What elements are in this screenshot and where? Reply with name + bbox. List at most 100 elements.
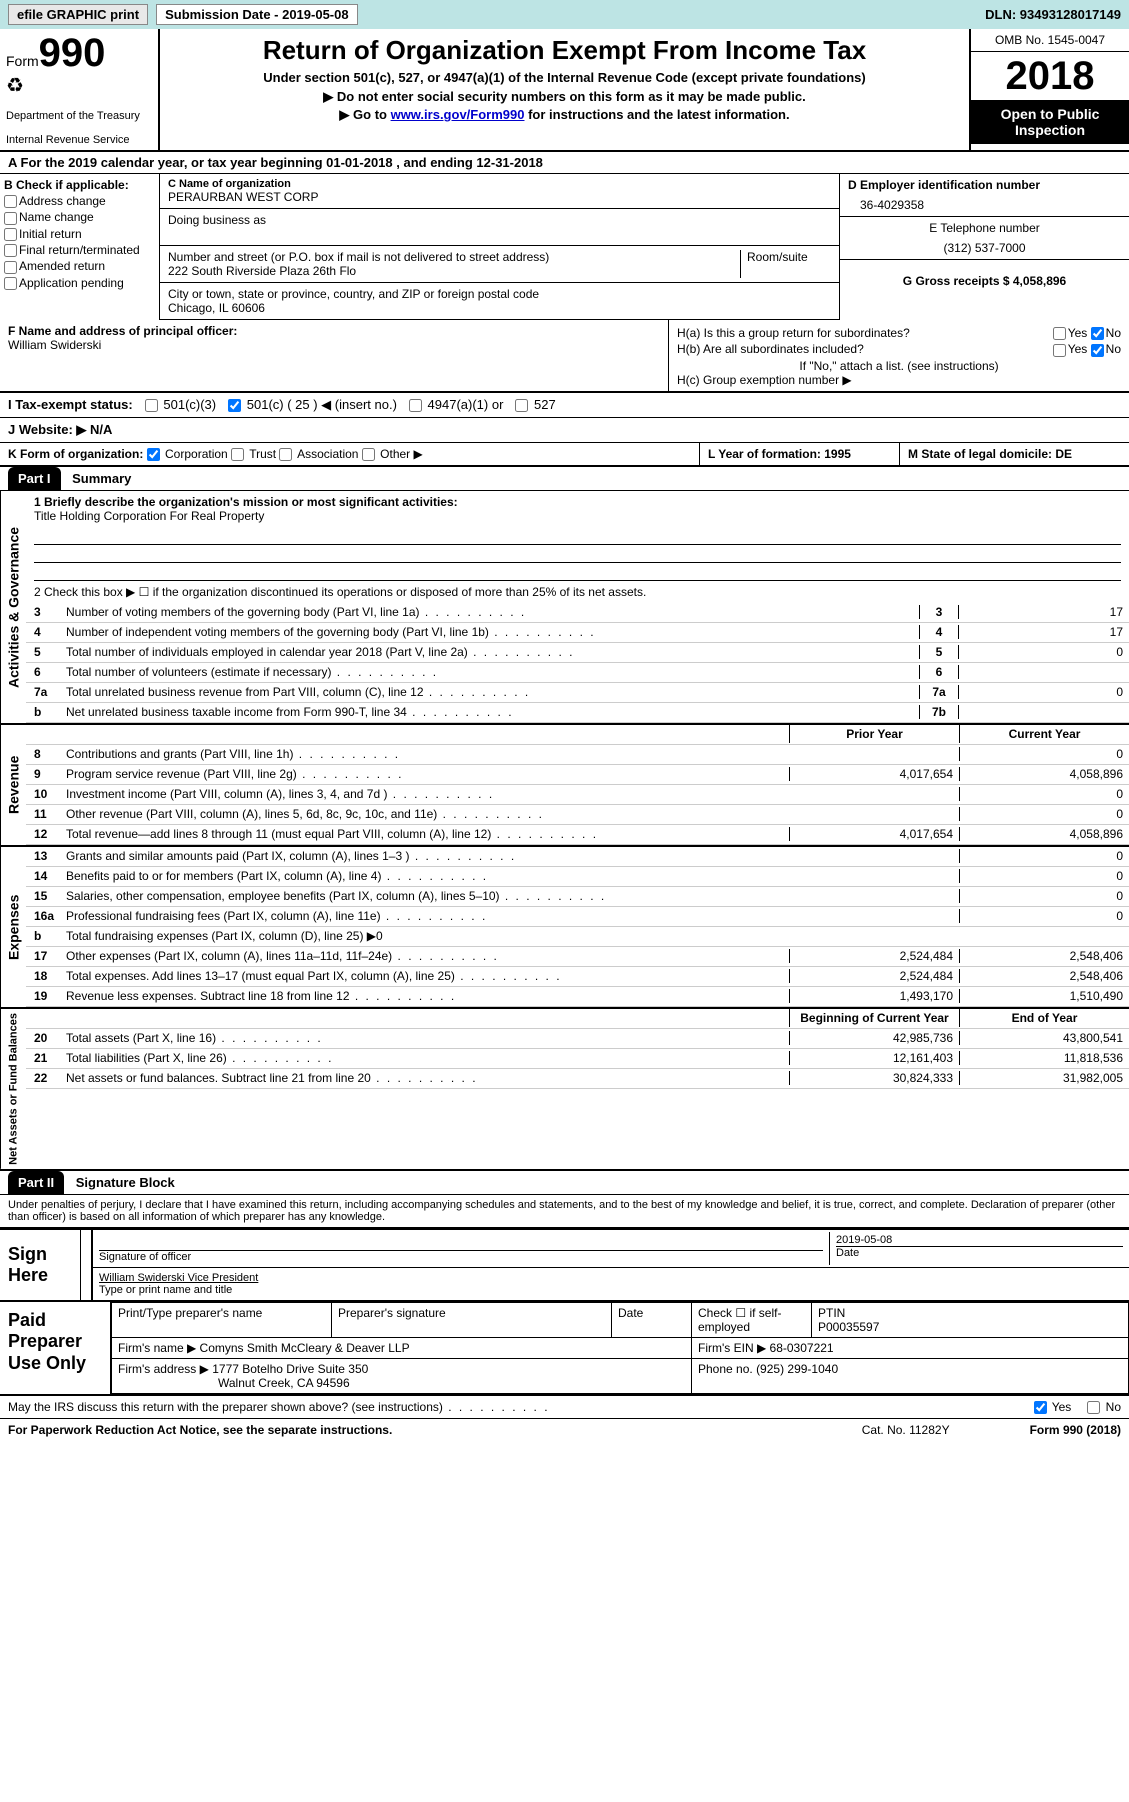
firm-ein-cell: Firm's EIN ▶ 68-0307221: [692, 1337, 1129, 1358]
chk-4947[interactable]: [409, 399, 422, 412]
discuss-no[interactable]: [1087, 1401, 1100, 1414]
discuss-text: May the IRS discuss this return with the…: [8, 1400, 443, 1414]
form-left: Form990 ♻ Department of the Treasury Int…: [0, 29, 160, 150]
k-form-org: K Form of organization: Corporation Trus…: [0, 443, 699, 465]
firm-name-cell: Firm's name ▶ Comyns Smith McCleary & De…: [112, 1337, 692, 1358]
chk-final-return[interactable]: Final return/terminated: [4, 243, 155, 257]
section-a-taxyear: A For the 2019 calendar year, or tax yea…: [0, 152, 1129, 174]
f-label: F Name and address of principal officer:: [8, 324, 660, 338]
mission-block: 1 Briefly describe the organization's mi…: [26, 491, 1129, 527]
firm-addr-cell: Firm's address ▶ 1777 Botelho Drive Suit…: [112, 1358, 692, 1393]
chk-corp[interactable]: [147, 448, 160, 461]
vert-expenses: Expenses: [0, 847, 26, 1007]
l-year-formation: L Year of formation: 1995: [699, 443, 899, 465]
city-value: Chicago, IL 60606: [168, 301, 831, 315]
tax-year: 2018: [971, 52, 1129, 100]
k-row: K Form of organization: Corporation Trus…: [0, 443, 1129, 467]
vert-netassets: Net Assets or Fund Balances: [0, 1009, 26, 1169]
preparer-label: PaidPreparerUse Only: [0, 1302, 110, 1394]
part1-title: Summary: [64, 471, 131, 486]
col-b-check: B Check if applicable: Address change Na…: [0, 174, 160, 320]
summary-line: 9Program service revenue (Part VIII, lin…: [26, 765, 1129, 785]
tax-status-row: I Tax-exempt status: 501(c)(3) 501(c) ( …: [0, 392, 1129, 418]
firm-phone-cell: Phone no. (925) 299-1040: [692, 1358, 1129, 1393]
chk-amended-return[interactable]: Amended return: [4, 259, 155, 273]
sig-name-cell: William Swiderski Vice President Type or…: [93, 1270, 1129, 1298]
form-number: 990: [39, 31, 106, 75]
sig-date-value: 2019-05-08: [836, 1234, 1123, 1246]
chk-other[interactable]: [362, 448, 375, 461]
phone-cell: E Telephone number (312) 537-7000: [840, 217, 1129, 260]
sig-name-value: William Swiderski Vice President: [99, 1272, 1123, 1284]
hc-line: H(c) Group exemption number ▶: [677, 373, 1121, 387]
ha-no-chk[interactable]: [1091, 327, 1104, 340]
gov-line: bNet unrelated business taxable income f…: [26, 703, 1129, 723]
part2-header: Part II Signature Block: [0, 1171, 1129, 1195]
goto-pre: ▶ Go to: [339, 107, 390, 122]
summary-line: 11Other revenue (Part VIII, column (A), …: [26, 805, 1129, 825]
sig-date-label: Date: [836, 1246, 1123, 1259]
prior-year-header: Prior Year: [789, 725, 959, 743]
chk-501c3[interactable]: [145, 399, 158, 412]
efile-print-button[interactable]: efile GRAPHIC print: [8, 4, 148, 25]
mission-text: Title Holding Corporation For Real Prope…: [34, 509, 1121, 523]
sig-officer-label: Signature of officer: [99, 1250, 823, 1263]
goto-post: for instructions and the latest informat…: [524, 107, 789, 122]
principal-officer: F Name and address of principal officer:…: [0, 320, 669, 391]
chk-trust[interactable]: [231, 448, 244, 461]
chk-application-pending[interactable]: Application pending: [4, 276, 155, 290]
begin-year-header: Beginning of Current Year: [789, 1009, 959, 1027]
phone-label: E Telephone number: [848, 221, 1121, 235]
website-value: N/A: [86, 422, 112, 437]
section-bcd-row: B Check if applicable: Address change Na…: [0, 174, 1129, 320]
summary-line: 12Total revenue—add lines 8 through 11 (…: [26, 825, 1129, 845]
website-label: J Website: ▶: [8, 422, 86, 437]
chk-527[interactable]: [515, 399, 528, 412]
form-label: Form: [6, 53, 39, 69]
gov-line: 6Total number of volunteers (estimate if…: [26, 663, 1129, 683]
website-row: J Website: ▶ N/A: [0, 418, 1129, 443]
chk-501c[interactable]: [228, 399, 241, 412]
f-ha-row: F Name and address of principal officer:…: [0, 320, 1129, 392]
preparer-block: PaidPreparerUse Only Print/Type preparer…: [0, 1302, 1129, 1396]
ha-label: H(a) Is this a group return for subordin…: [677, 326, 910, 340]
revenue-section: Revenue Prior Year Current Year 8Contrib…: [0, 725, 1129, 847]
prep-date: Date: [612, 1302, 692, 1337]
vert-revenue: Revenue: [0, 725, 26, 845]
chk-address-change[interactable]: Address change: [4, 194, 155, 208]
recycle-icon: ♻: [6, 73, 152, 98]
ha-yes-chk[interactable]: [1053, 327, 1066, 340]
summary-line: 18Total expenses. Add lines 13–17 (must …: [26, 967, 1129, 987]
prep-selfemp: Check ☐ if self-employed: [692, 1302, 812, 1337]
net-header: Beginning of Current Year End of Year: [26, 1009, 1129, 1029]
sig-name-label: Type or print name and title: [99, 1284, 1123, 1296]
dba-cell: Doing business as: [160, 209, 839, 246]
part2-title: Signature Block: [68, 1175, 175, 1190]
summary-line: 16aProfessional fundraising fees (Part I…: [26, 907, 1129, 927]
summary-line: 19Revenue less expenses. Subtract line 1…: [26, 987, 1129, 1007]
room-suite: Room/suite: [741, 250, 831, 278]
hb-yes-chk[interactable]: [1053, 344, 1066, 357]
governance-section: Activities & Governance 1 Briefly descri…: [0, 491, 1129, 725]
dba-label: Doing business as: [168, 213, 831, 227]
discuss-yes[interactable]: [1034, 1401, 1047, 1414]
h-section: H(a) Is this a group return for subordin…: [669, 320, 1129, 391]
hb-no-chk[interactable]: [1091, 344, 1104, 357]
prep-print-name: Print/Type preparer's name: [112, 1302, 332, 1337]
end-year-header: End of Year: [959, 1009, 1129, 1027]
chk-assoc[interactable]: [279, 448, 292, 461]
gross-receipts: G Gross receipts $ 4,058,896: [840, 260, 1129, 292]
addr-value: 222 South Riverside Plaza 26th Flo: [168, 264, 734, 278]
ha-line: H(a) Is this a group return for subordin…: [677, 326, 1121, 340]
chk-name-change[interactable]: Name change: [4, 210, 155, 224]
summary-line: 10Investment income (Part VIII, column (…: [26, 785, 1129, 805]
form990-link[interactable]: www.irs.gov/Form990: [391, 107, 525, 122]
summary-line: 15Salaries, other compensation, employee…: [26, 887, 1129, 907]
ein-label: D Employer identification number: [848, 178, 1121, 192]
form-header: Form990 ♻ Department of the Treasury Int…: [0, 29, 1129, 152]
chk-initial-return[interactable]: Initial return: [4, 227, 155, 241]
prep-ptin: PTINP00035597: [812, 1302, 1129, 1337]
prep-signature: Preparer's signature: [332, 1302, 612, 1337]
form-center: Return of Organization Exempt From Incom…: [160, 29, 969, 150]
summary-line: 20Total assets (Part X, line 16)42,985,7…: [26, 1029, 1129, 1049]
